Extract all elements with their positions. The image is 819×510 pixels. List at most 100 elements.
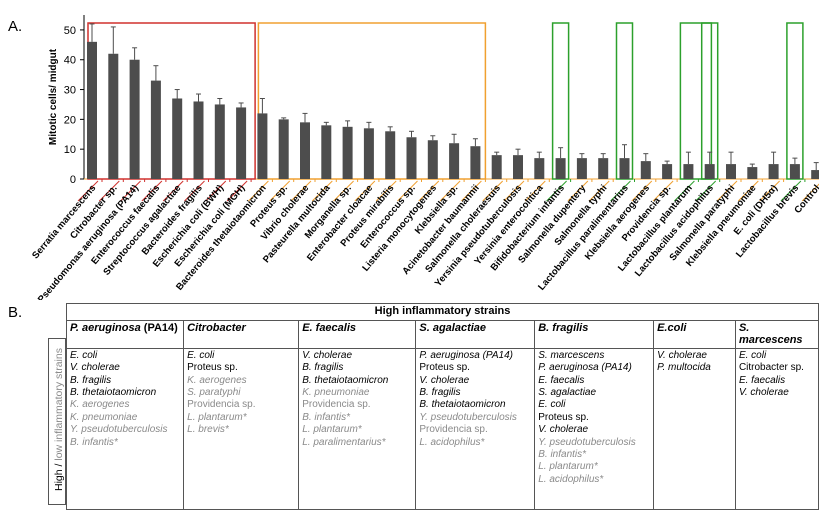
strain-entry: K. aerogenes xyxy=(187,374,247,386)
bar xyxy=(342,126,353,179)
side-label-high: High / xyxy=(53,460,65,491)
column-title-name: S. marcescens xyxy=(738,322,803,347)
strain-entry: E. coli xyxy=(187,349,215,361)
label-connector xyxy=(77,180,99,202)
label-connector xyxy=(759,180,780,202)
strain-entry: L. acidophilus* xyxy=(419,436,485,448)
column-title-suffix: (PA14) xyxy=(140,322,178,334)
strain-table: High inflammatory strains P. aeruginosa … xyxy=(65,303,819,510)
panel-b: B. High / low inflammatory strains High … xyxy=(0,300,819,510)
strain-entry: K. aerogenes xyxy=(70,399,130,411)
label-connector xyxy=(141,180,163,202)
label-connector xyxy=(652,180,674,202)
strain-entry: B. fragilis xyxy=(70,374,112,386)
strain-entry: S. marcescens xyxy=(538,349,605,361)
column-title: P. aeruginosa (PA14) xyxy=(65,320,185,349)
label-connector xyxy=(248,180,269,202)
strain-entry: B. infantis* xyxy=(70,436,118,448)
strain-entry: L. plantarum* xyxy=(538,461,598,473)
y-tick-label: 30 xyxy=(64,85,76,97)
strain-entry: B. thetaiotaomicron xyxy=(419,399,506,411)
label-connector xyxy=(418,180,440,202)
y-tick-label: 0 xyxy=(70,174,76,186)
label-connector xyxy=(269,180,291,202)
bar xyxy=(449,143,460,179)
table-header: High inflammatory strains xyxy=(66,303,819,321)
label-connector xyxy=(461,180,482,202)
bar xyxy=(193,101,204,179)
strain-entry: Providencia sp. xyxy=(419,424,488,436)
strain-entry: P. aeruginosa (PA14) xyxy=(538,362,632,374)
label-connector xyxy=(184,180,205,202)
label-connector xyxy=(290,180,312,202)
column-title-name: E.coli xyxy=(657,322,687,334)
strain-entry: V. cholerae xyxy=(70,362,120,374)
label-connector xyxy=(780,180,802,202)
side-label-low: low inflammatory strains xyxy=(53,348,65,461)
strain-entry: E. coli xyxy=(70,349,98,361)
group-box-probiotic xyxy=(679,22,713,180)
strain-entry: B. infantis* xyxy=(538,449,587,461)
strain-entry: L. acidophilus* xyxy=(538,473,604,485)
strain-entry: P. multocida xyxy=(657,362,711,374)
label-connector xyxy=(375,180,397,202)
side-label-box: High / low inflammatory strains xyxy=(48,338,66,505)
strain-entry: L. brevis* xyxy=(187,424,229,436)
bar xyxy=(662,164,673,179)
label-connector xyxy=(439,180,461,202)
label-connector xyxy=(588,180,610,202)
panel-a-label: A. xyxy=(8,18,23,35)
bar xyxy=(726,164,736,179)
column-cell: E. coli V. cholerae B. fragilis B. thetaiot… xyxy=(65,347,185,510)
bar xyxy=(704,164,715,179)
bar xyxy=(172,98,183,179)
bar xyxy=(129,59,140,179)
column-cell: E. coli Citrobacter sp. E. faecalis V. chol… xyxy=(734,347,819,510)
bar xyxy=(427,140,438,179)
label-connector xyxy=(674,180,695,202)
bar xyxy=(363,128,374,179)
column-title: Citrobacter xyxy=(183,320,300,349)
bar xyxy=(534,158,545,179)
bar xyxy=(683,164,694,179)
y-tick-label: 20 xyxy=(64,114,76,126)
column-title: S. agalactiae xyxy=(415,320,536,349)
bar xyxy=(619,158,630,179)
bar xyxy=(747,167,758,179)
label-connector xyxy=(354,180,376,202)
y-tick-label: 10 xyxy=(64,144,76,156)
strain-entry: K. pneumoniae xyxy=(302,387,370,399)
strain-entry: Y. pseudotuberculosis xyxy=(70,424,168,436)
column-cell: P. aeruginosa (PA14) Proteus sp. V. choler… xyxy=(415,347,536,510)
strain-entry: V. cholerae xyxy=(302,349,353,361)
column-header-row: P. aeruginosa (PA14) Citrobacter E. faecal… xyxy=(65,320,819,349)
bar xyxy=(811,170,819,179)
strain-entry: E. faecalis xyxy=(738,374,786,386)
label-connector xyxy=(482,180,504,202)
strain-entry: Proteus sp. xyxy=(419,362,470,374)
label-connector xyxy=(162,180,184,202)
strain-entry: B. infantis* xyxy=(302,411,351,423)
column-title-name: E. faecalis xyxy=(302,322,357,334)
bar xyxy=(108,53,119,179)
bar xyxy=(300,122,310,179)
label-connector xyxy=(567,180,589,202)
strain-entry: Proteus sp. xyxy=(187,362,238,374)
strain-entry: E. coli xyxy=(738,349,767,361)
label-connector xyxy=(546,180,567,202)
strain-entry: L. plantarum* xyxy=(302,424,362,436)
bar xyxy=(491,155,502,179)
bar xyxy=(555,158,566,179)
strain-entry: Y. pseudotuberculosis xyxy=(419,411,517,423)
bar xyxy=(640,161,651,179)
column-title: S. marcescens xyxy=(734,320,819,349)
column-title-name: Citrobacter xyxy=(187,322,246,334)
label-connector xyxy=(503,180,525,202)
column-body-row: E. coli V. cholerae B. fragilis B. thetaiot… xyxy=(65,347,819,510)
side-label: High / low inflammatory strains xyxy=(51,337,67,502)
panel-b-label: B. xyxy=(8,304,23,321)
strain-entry: Proteus sp. xyxy=(538,411,589,423)
label-connector xyxy=(524,180,546,202)
bar xyxy=(214,104,225,179)
